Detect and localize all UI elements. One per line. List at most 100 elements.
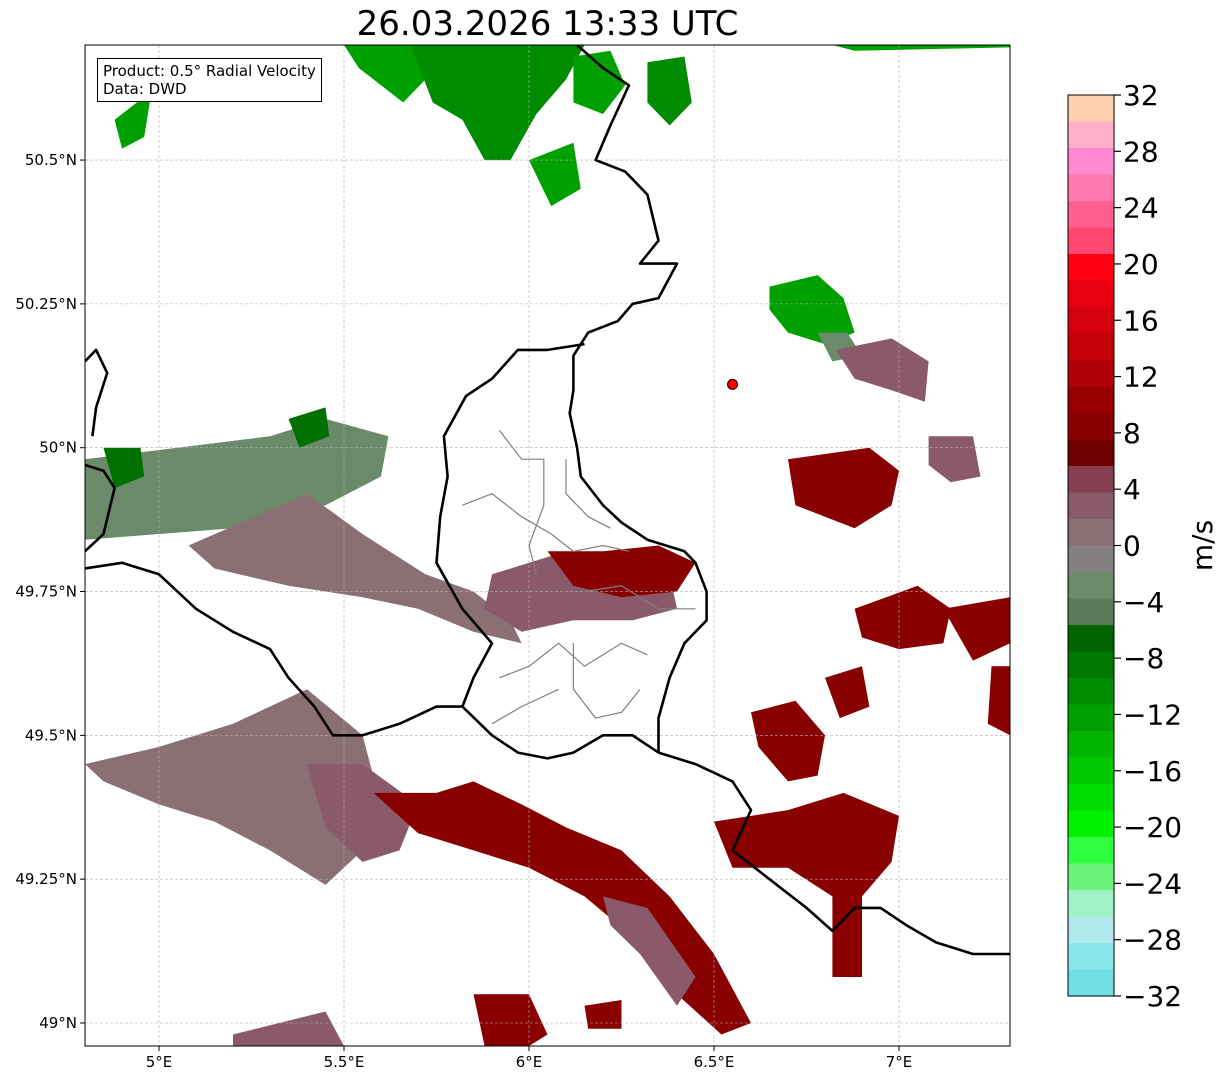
radar-site-marker — [727, 378, 738, 390]
colorbar-tick-label: −28 — [1123, 924, 1182, 957]
velocity-echo — [103, 447, 145, 488]
velocity-echo — [788, 447, 899, 529]
colorbar-segment — [1068, 174, 1114, 202]
region-border — [462, 493, 630, 552]
velocity-echo — [547, 545, 696, 598]
country-border — [85, 463, 116, 553]
velocity-echo — [825, 666, 870, 719]
lat-tick-label: 50°N — [39, 439, 77, 457]
colorbar-segment — [1068, 916, 1114, 944]
map-frame — [84, 44, 1011, 1047]
country-border — [435, 342, 585, 708]
velocity-echo — [85, 418, 389, 540]
colorbar-segment — [1068, 837, 1114, 865]
colorbar-segment — [1068, 466, 1114, 494]
velocity-echo — [233, 1011, 344, 1046]
region-border — [491, 688, 559, 725]
lat-tick-label: 49.75°N — [15, 583, 77, 601]
velocity-echo — [344, 45, 437, 103]
colorbar-tick-label: −32 — [1123, 980, 1182, 1013]
velocity-echo — [410, 45, 585, 161]
colorbar-tick-label: −12 — [1123, 698, 1182, 731]
map-title: 26.03.2026 13:33 UTC — [356, 4, 739, 44]
velocity-echo — [114, 91, 152, 149]
velocity-echo — [714, 792, 899, 977]
velocity-echo — [573, 50, 626, 114]
colorbar-tick-label: 20 — [1123, 248, 1159, 281]
colorbar-segment — [1068, 121, 1114, 149]
velocity-echo — [307, 764, 418, 862]
colorbar-segment — [1068, 254, 1114, 282]
colorbar-segment — [1068, 651, 1114, 679]
colorbar-tick-label: 0 — [1123, 530, 1141, 563]
velocity-echo — [188, 493, 522, 644]
colorbar-segment — [1068, 333, 1114, 361]
colorbar-segment — [1068, 439, 1114, 467]
lon-tick-label: 7°E — [886, 1053, 913, 1071]
colorbar-tick-label: −16 — [1123, 755, 1182, 788]
colorbar-segment — [1068, 545, 1114, 573]
colorbar-segment — [1068, 704, 1114, 732]
velocity-echo — [584, 1000, 622, 1029]
velocity-echo — [832, 45, 1010, 51]
region-border — [572, 643, 641, 719]
colorbar-segment — [1068, 625, 1114, 653]
country-border — [568, 45, 708, 753]
colorbar-unit-label: m/s — [1186, 520, 1219, 571]
colorbar-tick-label: 8 — [1123, 417, 1141, 450]
velocity-echo — [751, 700, 825, 782]
velocity-echo — [854, 585, 951, 650]
lon-tick-label: 6°E — [516, 1053, 543, 1071]
velocity-echo — [769, 275, 855, 345]
colorbar-segment — [1068, 413, 1114, 441]
colorbar-tick-label: −8 — [1123, 642, 1164, 675]
region-border — [498, 430, 545, 575]
lat-tick-label: 49.25°N — [15, 870, 77, 888]
colorbar-segment — [1068, 307, 1114, 335]
country-borders — [85, 45, 1010, 956]
lat-tick-label: 49°N — [39, 1014, 77, 1032]
country-border — [85, 348, 109, 437]
colorbar-segment — [1068, 572, 1114, 600]
product-info-box: Product: 0.5° Radial Velocity Data: DWD — [97, 58, 322, 102]
lon-tick-label: 5.5°E — [324, 1053, 365, 1071]
lat-tick-label: 49.5°N — [25, 726, 77, 744]
colorbar-segment — [1068, 492, 1114, 520]
colorbar-segment — [1068, 148, 1114, 176]
data-source-label: Data: DWD — [103, 80, 187, 98]
colorbar-segment — [1068, 360, 1114, 388]
colorbar-tick-label: 24 — [1123, 192, 1159, 225]
colorbar-tick-label: −20 — [1123, 811, 1182, 844]
colorbar-segment — [1068, 386, 1114, 414]
lon-tick-label: 6.5°E — [694, 1053, 735, 1071]
colorbar-segment — [1068, 201, 1114, 229]
velocity-echo — [943, 597, 1010, 661]
country-border — [85, 561, 660, 760]
colorbar-segment — [1068, 757, 1114, 785]
colorbar: 32 28 24 20 16 12 8 4 0 −4 −8 −12 −16 −20 −24 −28 −32 m/s — [1067, 79, 1219, 1013]
longitude-ticks: 5°E 5.5°E 6°E 6.5°E 7°E — [146, 1046, 913, 1071]
product-label: Product: 0.5° Radial Velocity — [103, 62, 316, 80]
colorbar-tick-label: 16 — [1123, 304, 1159, 337]
region-border — [565, 459, 611, 529]
region-border — [499, 642, 648, 679]
colorbar-tick-label: 32 — [1123, 79, 1159, 112]
colorbar-segment — [1068, 810, 1114, 838]
colorbar-segment — [1068, 784, 1114, 812]
colorbar-segment — [1068, 280, 1114, 308]
colorbar-segment — [1068, 227, 1114, 255]
lon-tick-label: 5°E — [146, 1053, 173, 1071]
velocity-echo — [987, 666, 1010, 736]
colorbar-segment — [1068, 969, 1114, 997]
colorbar-tick-label: 12 — [1123, 361, 1159, 394]
lat-tick-label: 50.25°N — [15, 295, 77, 313]
colorbar-segment — [1068, 678, 1114, 706]
colorbar-tick-label: −24 — [1123, 867, 1182, 900]
colorbar-segment — [1068, 731, 1114, 759]
colorbar-tick-label: 28 — [1123, 135, 1159, 168]
velocity-echo — [85, 689, 381, 885]
colorbar-segment — [1068, 95, 1114, 123]
lat-tick-label: 50.5°N — [25, 151, 77, 169]
velocity-echo — [647, 56, 692, 126]
